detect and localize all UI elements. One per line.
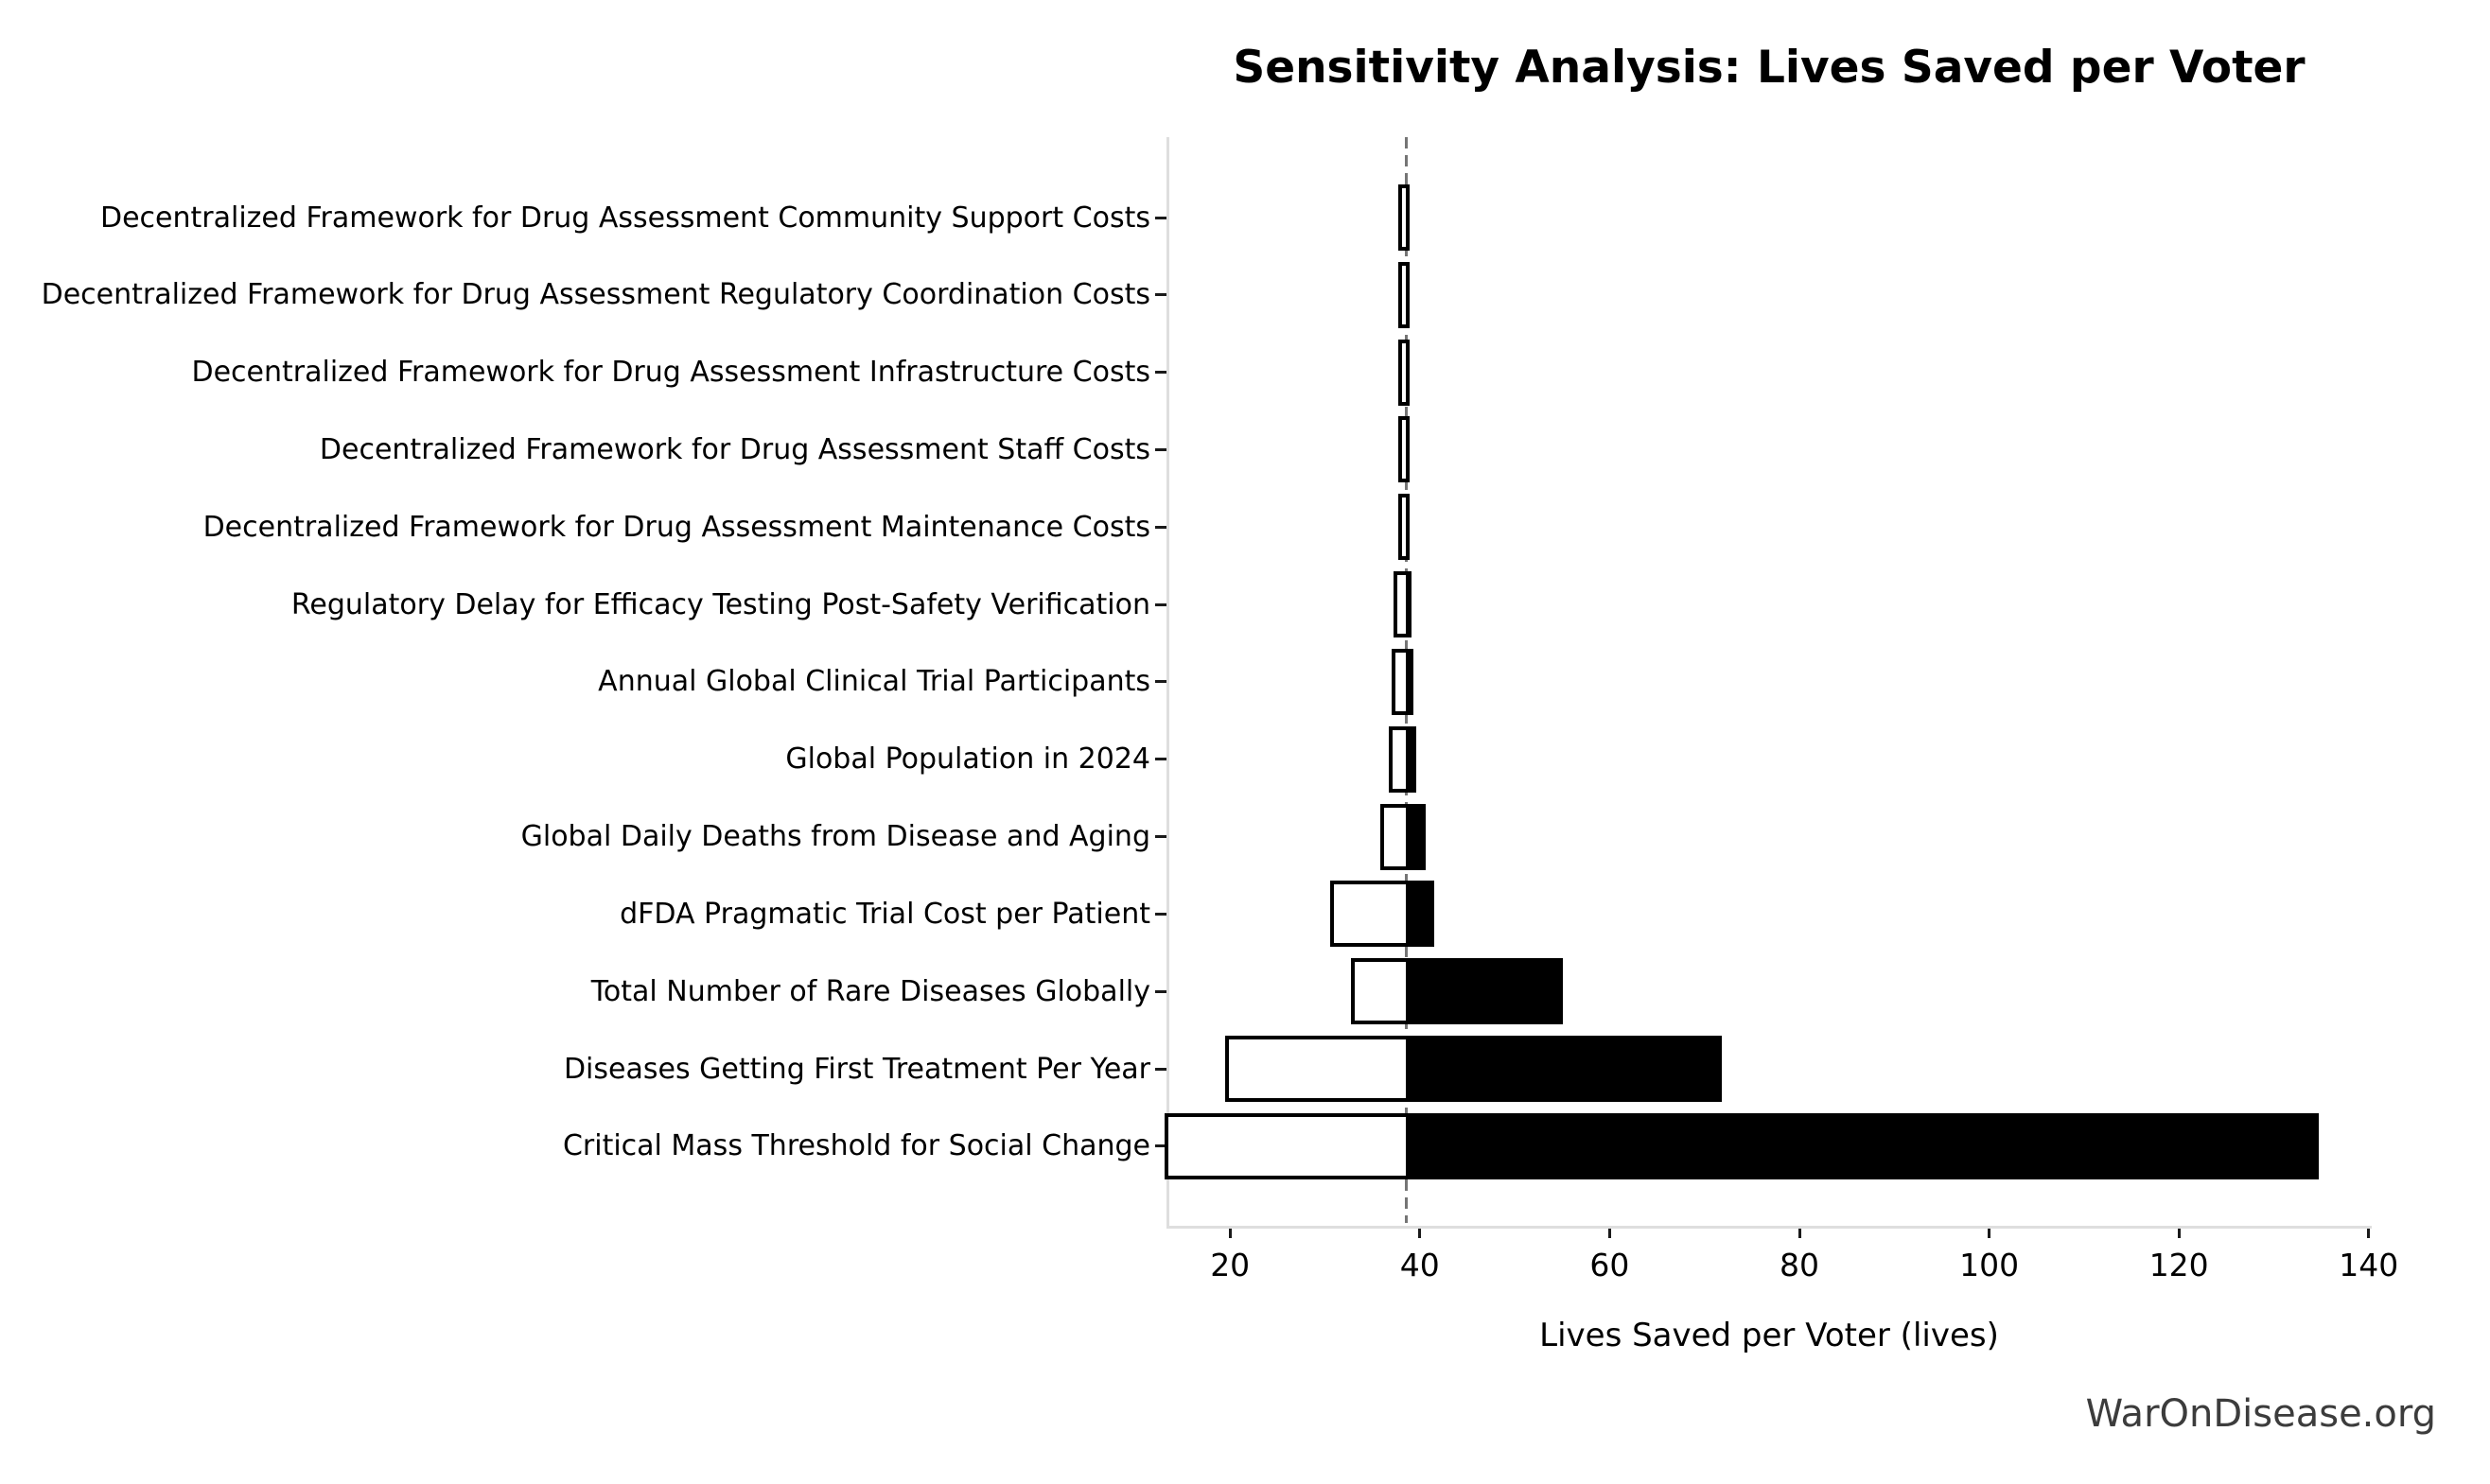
x-axis-tick — [2367, 1229, 2371, 1238]
y-axis-category-label: Critical Mass Threshold for Social Chang… — [562, 1129, 1150, 1163]
y-axis-category-label: Decentralized Framework for Drug Assessm… — [100, 201, 1150, 235]
tornado-bar-high — [1405, 416, 1410, 483]
tornado-bar-high — [1405, 958, 1564, 1025]
y-axis-tick — [1155, 912, 1166, 916]
y-axis-category-label: Total Number of Rare Diseases Globally — [590, 974, 1150, 1008]
tornado-bar-low — [1350, 958, 1410, 1025]
y-axis-category-label: Annual Global Clinical Trial Participant… — [598, 665, 1150, 699]
tornado-bar-high — [1405, 494, 1410, 561]
x-axis-tick-label: 140 — [2339, 1247, 2399, 1283]
tornado-bar-high — [1405, 725, 1416, 793]
x-axis-tick — [1607, 1229, 1611, 1238]
y-axis-category-label: Regulatory Delay for Efficacy Testing Po… — [290, 587, 1150, 621]
y-axis-category-label: Diseases Getting First Treatment Per Yea… — [563, 1052, 1150, 1086]
x-axis-tick-label: 20 — [1210, 1247, 1251, 1283]
y-axis-category-label: Decentralized Framework for Drug Assessm… — [41, 278, 1150, 312]
tornado-bar-high — [1405, 803, 1426, 870]
tornado-bar-high — [1405, 648, 1413, 715]
y-axis-category-label: Decentralized Framework for Drug Assessm… — [319, 432, 1150, 466]
tornado-bar-low — [1165, 1112, 1410, 1179]
y-axis-tick — [1155, 1144, 1166, 1148]
y-axis-category-label: dFDA Pragmatic Trial Cost per Patient — [620, 897, 1150, 931]
tornado-bar-high — [1405, 261, 1410, 328]
y-axis-tick — [1155, 525, 1166, 529]
tornado-bar-high — [1405, 1036, 1722, 1103]
chart-title: Sensitivity Analysis: Lives Saved per Vo… — [1233, 42, 2306, 94]
y-axis-tick — [1155, 680, 1166, 684]
y-axis-tick — [1155, 371, 1166, 375]
x-axis-tick — [1797, 1229, 1801, 1238]
tornado-bar-high — [1405, 881, 1434, 948]
tornado-bar-low — [1225, 1036, 1410, 1103]
y-axis-tick — [1155, 216, 1166, 219]
x-axis-tick — [1228, 1229, 1232, 1238]
x-axis-tick-label: 60 — [1589, 1247, 1630, 1283]
tornado-bar-high — [1405, 1112, 2319, 1179]
y-axis-tick — [1155, 447, 1166, 451]
tornado-bar-high — [1405, 339, 1410, 406]
y-axis-tick — [1155, 989, 1166, 993]
x-axis-tick-label: 100 — [1959, 1247, 2020, 1283]
y-axis-tick — [1155, 602, 1166, 606]
x-axis-tick-label: 120 — [2148, 1247, 2209, 1283]
y-axis-category-label: Global Daily Deaths from Disease and Agi… — [520, 820, 1150, 854]
tornado-bar-high — [1405, 571, 1412, 638]
y-axis-category-label: Decentralized Framework for Drug Assessm… — [191, 356, 1150, 390]
watermark-text: WarOnDisease.org — [2085, 1392, 2436, 1436]
y-axis-tick — [1155, 758, 1166, 761]
x-axis-label: Lives Saved per Voter (lives) — [1539, 1317, 1999, 1354]
x-axis-tick — [2177, 1229, 2181, 1238]
y-axis-tick — [1155, 835, 1166, 839]
y-axis-tick — [1155, 293, 1166, 297]
y-axis-category-label: Global Population in 2024 — [785, 742, 1150, 777]
x-axis-tick-label: 80 — [1780, 1247, 1819, 1283]
x-axis-spine — [1166, 1226, 2372, 1229]
x-axis-tick-label: 40 — [1399, 1247, 1440, 1283]
tornado-bar-low — [1329, 881, 1410, 948]
x-axis-tick — [1988, 1229, 1991, 1238]
y-axis-tick — [1155, 1067, 1166, 1071]
y-axis-category-label: Decentralized Framework for Drug Assessm… — [202, 510, 1150, 544]
x-axis-tick — [1418, 1229, 1422, 1238]
tornado-bar-high — [1405, 184, 1410, 251]
y-axis-spine — [1166, 137, 1169, 1226]
